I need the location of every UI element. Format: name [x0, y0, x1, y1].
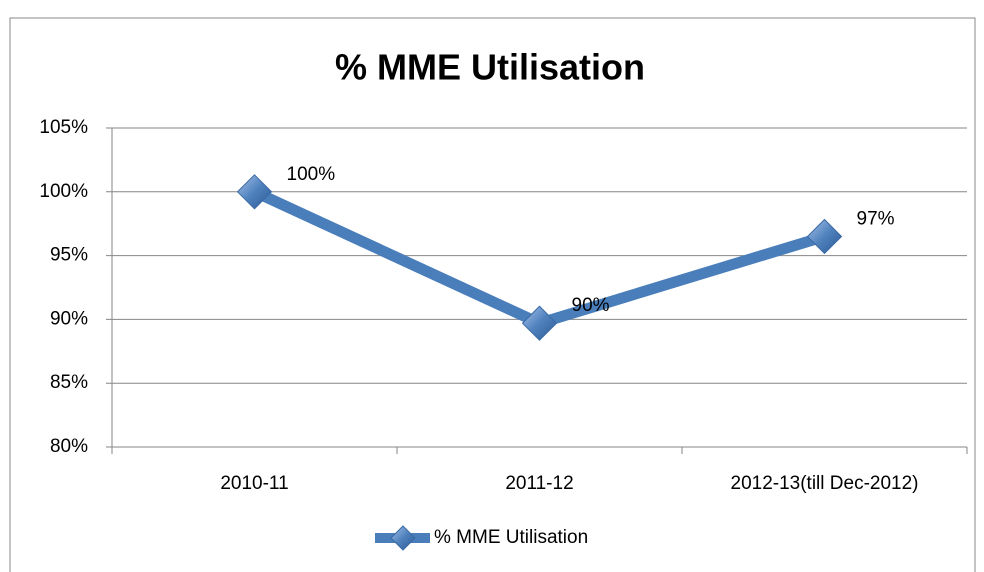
x-tick-label: 2011-12 — [505, 473, 573, 494]
x-tick-label: 2010-11 — [220, 473, 288, 494]
y-tick-label: 90% — [50, 308, 88, 329]
chart-title: % MME Utilisation — [335, 47, 645, 88]
y-tick-label: 105% — [39, 117, 88, 138]
y-tick-label: 95% — [50, 245, 88, 266]
legend-label: % MME Utilisation — [434, 527, 588, 548]
chart-border — [9, 17, 976, 572]
y-tick-label: 80% — [50, 436, 88, 457]
x-tick-label: 2012-13(till Dec-2012) — [731, 473, 919, 494]
marker — [521, 305, 558, 341]
legend-marker — [390, 525, 416, 551]
data-label: 97% — [857, 208, 895, 229]
marker — [236, 174, 273, 210]
marker — [806, 218, 843, 255]
data-label: 100% — [287, 164, 336, 185]
y-tick-label: 85% — [50, 372, 88, 393]
data-label: 90% — [572, 295, 610, 316]
y-tick-label: 100% — [39, 181, 88, 202]
